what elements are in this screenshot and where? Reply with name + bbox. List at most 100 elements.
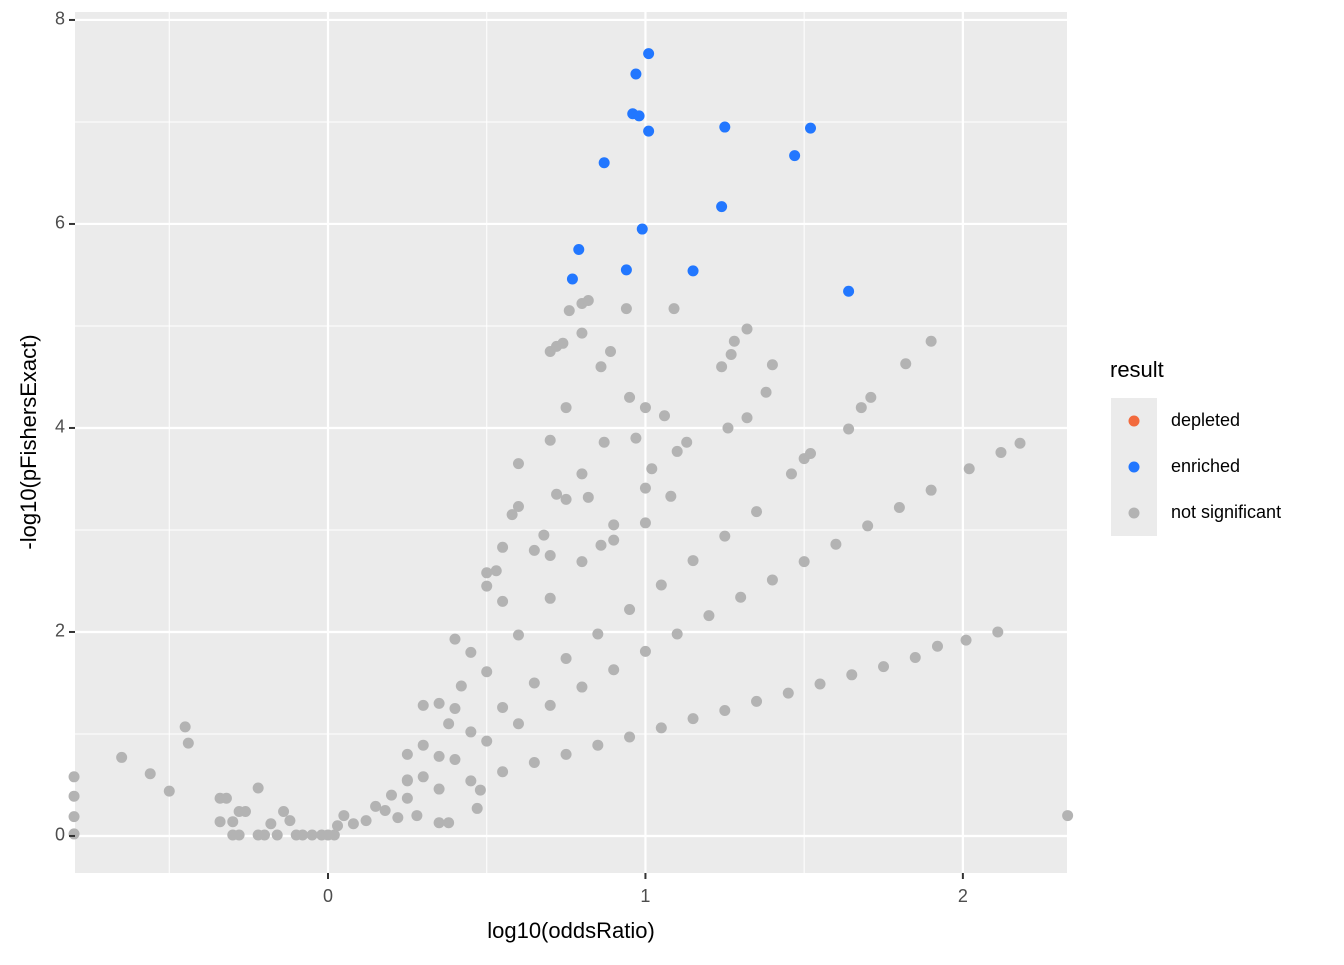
point <box>639 645 651 657</box>
point <box>379 804 391 816</box>
y-tick-label: 6 <box>55 213 65 233</box>
point <box>576 327 588 339</box>
point <box>830 538 842 550</box>
point <box>865 391 877 403</box>
point <box>671 445 683 457</box>
point <box>239 805 251 817</box>
point <box>735 591 747 603</box>
point <box>789 150 801 162</box>
legend-label: enriched <box>1171 456 1240 476</box>
legend-label: not significant <box>1171 502 1281 522</box>
point <box>297 829 309 841</box>
point <box>655 722 667 734</box>
point <box>347 818 359 830</box>
point <box>716 201 728 213</box>
point <box>598 436 610 448</box>
point <box>163 785 175 797</box>
point <box>719 530 731 542</box>
point <box>751 695 763 707</box>
point <box>782 687 794 699</box>
point <box>471 802 483 814</box>
point <box>528 677 540 689</box>
point <box>620 264 632 276</box>
point <box>512 458 524 470</box>
point <box>655 579 667 591</box>
point <box>608 664 620 676</box>
point <box>925 484 937 496</box>
point <box>681 436 693 448</box>
point <box>433 817 445 829</box>
point <box>862 520 874 532</box>
point <box>271 829 283 841</box>
x-tick-label: 2 <box>958 886 968 906</box>
point <box>544 434 556 446</box>
point <box>728 335 740 347</box>
point <box>497 595 509 607</box>
point <box>639 517 651 529</box>
point <box>538 529 550 541</box>
point <box>401 748 413 760</box>
legend-marker <box>1128 461 1140 473</box>
point <box>465 775 477 787</box>
point <box>624 731 636 743</box>
point <box>608 519 620 531</box>
point <box>68 828 80 840</box>
point <box>259 829 271 841</box>
point <box>481 735 493 747</box>
y-tick-label: 8 <box>55 9 65 29</box>
point <box>544 592 556 604</box>
point <box>528 757 540 769</box>
point <box>560 652 572 664</box>
point <box>544 549 556 561</box>
point <box>741 412 753 424</box>
point <box>595 539 607 551</box>
point <box>284 815 296 827</box>
point <box>474 784 486 796</box>
point <box>497 701 509 713</box>
point <box>401 792 413 804</box>
point <box>370 800 382 812</box>
legend-marker <box>1128 415 1140 427</box>
point <box>557 337 569 349</box>
point <box>624 604 636 616</box>
point <box>497 541 509 553</box>
point <box>576 556 588 568</box>
y-tick-label: 2 <box>55 621 65 641</box>
point <box>265 818 277 830</box>
point <box>449 702 461 714</box>
point <box>433 697 445 709</box>
point <box>576 468 588 480</box>
point <box>465 646 477 658</box>
panel <box>75 12 1067 873</box>
point <box>843 285 855 297</box>
point <box>582 294 594 306</box>
point <box>512 718 524 730</box>
point <box>116 751 128 763</box>
point <box>465 726 477 738</box>
point <box>878 661 890 673</box>
point <box>252 782 264 794</box>
point <box>449 753 461 765</box>
point <box>798 556 810 568</box>
point <box>624 391 636 403</box>
legend-marker <box>1128 507 1140 519</box>
point <box>643 48 655 60</box>
point <box>278 805 290 817</box>
point <box>963 463 975 475</box>
point <box>560 402 572 414</box>
point <box>563 305 575 317</box>
point <box>630 68 642 80</box>
point <box>703 610 715 622</box>
point <box>643 125 655 137</box>
point <box>417 771 429 783</box>
y-axis-title: -log10(pFishersExact) <box>16 334 41 549</box>
point <box>668 303 680 315</box>
point <box>960 634 972 646</box>
point <box>179 721 191 733</box>
point <box>785 468 797 480</box>
point <box>805 447 817 459</box>
point <box>233 829 245 841</box>
point <box>766 359 778 371</box>
point <box>1014 437 1026 449</box>
point <box>633 110 645 122</box>
